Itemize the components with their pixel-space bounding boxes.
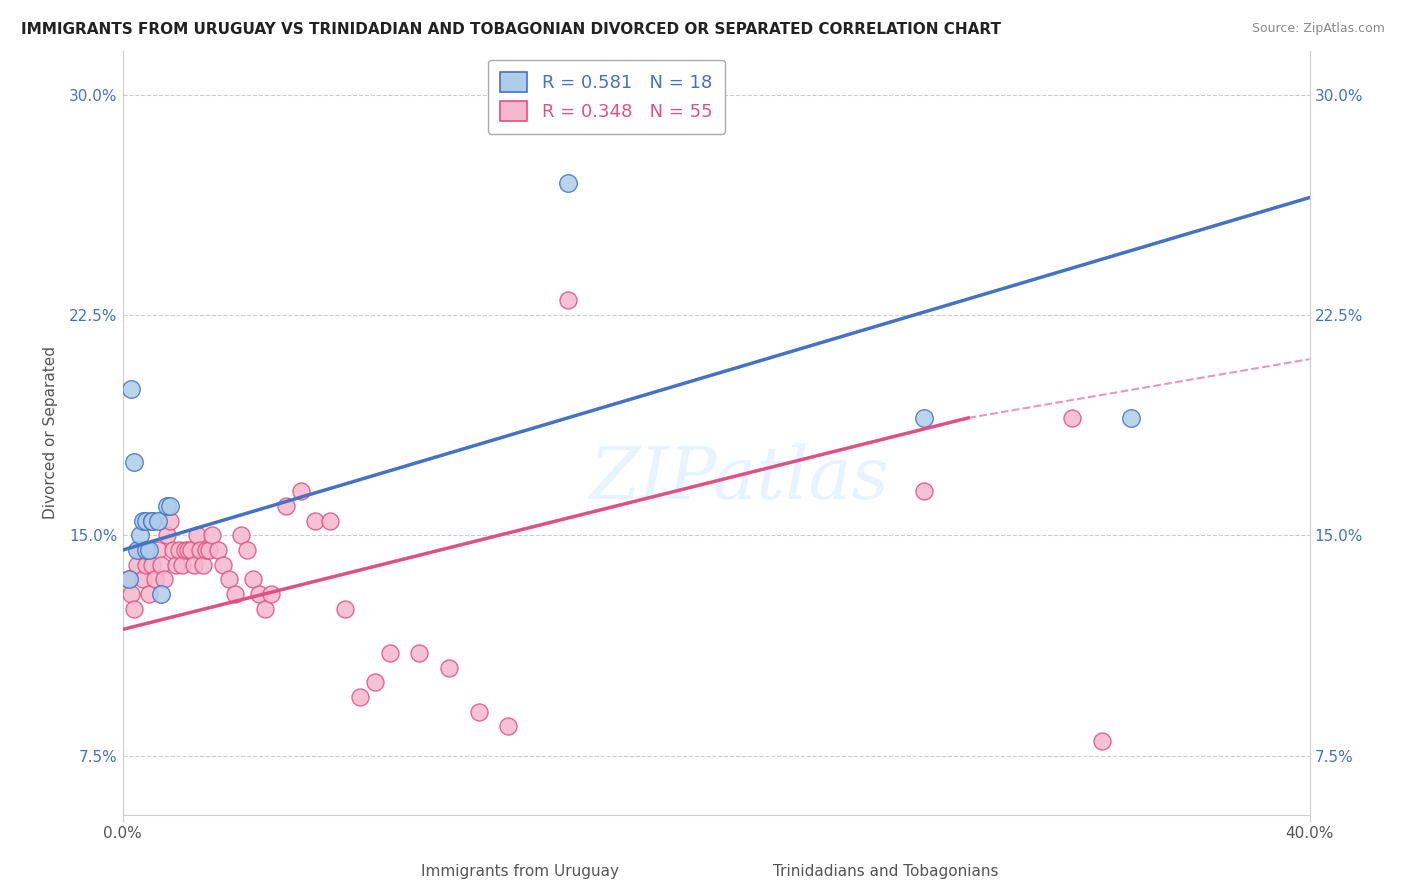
Point	[135, 558, 157, 572]
Point	[159, 499, 181, 513]
Point	[242, 573, 264, 587]
Point	[132, 573, 155, 587]
Point	[153, 573, 176, 587]
Text: Source: ZipAtlas.com: Source: ZipAtlas.com	[1251, 22, 1385, 36]
Point	[159, 514, 181, 528]
Point	[162, 543, 184, 558]
Legend: R = 0.581   N = 18, R = 0.348   N = 55: R = 0.581 N = 18, R = 0.348 N = 55	[488, 60, 725, 134]
Point	[174, 543, 197, 558]
Point	[349, 690, 371, 704]
Point	[165, 558, 187, 572]
Point	[129, 543, 152, 558]
Point	[177, 543, 200, 558]
Point	[498, 719, 520, 733]
Point	[557, 176, 579, 190]
Point	[231, 528, 253, 542]
Point	[121, 382, 143, 396]
Point	[156, 499, 179, 513]
Point	[912, 484, 935, 499]
Text: IMMIGRANTS FROM URUGUAY VS TRINIDADIAN AND TOBAGONIAN DIVORCED OR SEPARATED CORR: IMMIGRANTS FROM URUGUAY VS TRINIDADIAN A…	[21, 22, 1001, 37]
Point	[124, 455, 146, 469]
Point	[260, 587, 283, 601]
Point	[467, 705, 489, 719]
Point	[135, 543, 157, 558]
Point	[194, 543, 217, 558]
Point	[141, 558, 163, 572]
Point	[408, 646, 430, 660]
Point	[141, 514, 163, 528]
Point	[135, 514, 157, 528]
Point	[132, 514, 155, 528]
Point	[319, 514, 342, 528]
Text: ZIPatlas: ZIPatlas	[591, 443, 890, 514]
Point	[364, 675, 387, 690]
Point	[304, 514, 326, 528]
Point	[201, 528, 224, 542]
Point	[378, 646, 401, 660]
Point	[170, 558, 193, 572]
Point	[138, 543, 160, 558]
Point	[167, 543, 190, 558]
Point	[143, 573, 166, 587]
Point	[290, 484, 312, 499]
Point	[127, 558, 149, 572]
Point	[274, 499, 297, 513]
Point	[180, 543, 202, 558]
Point	[117, 573, 139, 587]
Point	[117, 573, 139, 587]
Point	[253, 602, 276, 616]
Point	[1121, 411, 1143, 425]
Point	[150, 558, 173, 572]
Point	[236, 543, 259, 558]
Point	[912, 411, 935, 425]
Point	[191, 558, 214, 572]
Point	[186, 528, 208, 542]
Point	[150, 587, 173, 601]
Point	[218, 573, 240, 587]
Point	[437, 660, 460, 674]
Point	[138, 587, 160, 601]
Point	[557, 293, 579, 308]
Point	[333, 602, 356, 616]
Point	[129, 528, 152, 542]
Point	[1062, 411, 1084, 425]
Point	[148, 514, 170, 528]
Text: Immigrants from Uruguay: Immigrants from Uruguay	[422, 863, 619, 879]
Point	[148, 543, 170, 558]
Point	[121, 587, 143, 601]
Point	[224, 587, 246, 601]
Point	[207, 543, 229, 558]
Point	[156, 528, 179, 542]
Point	[141, 514, 163, 528]
Point	[183, 558, 205, 572]
Point	[127, 543, 149, 558]
Point	[247, 587, 270, 601]
Point	[1091, 734, 1114, 748]
Text: Trinidadians and Tobagonians: Trinidadians and Tobagonians	[773, 863, 998, 879]
Point	[124, 602, 146, 616]
Point	[212, 558, 235, 572]
Point	[197, 543, 219, 558]
Point	[188, 543, 211, 558]
Y-axis label: Divorced or Separated: Divorced or Separated	[44, 346, 58, 519]
